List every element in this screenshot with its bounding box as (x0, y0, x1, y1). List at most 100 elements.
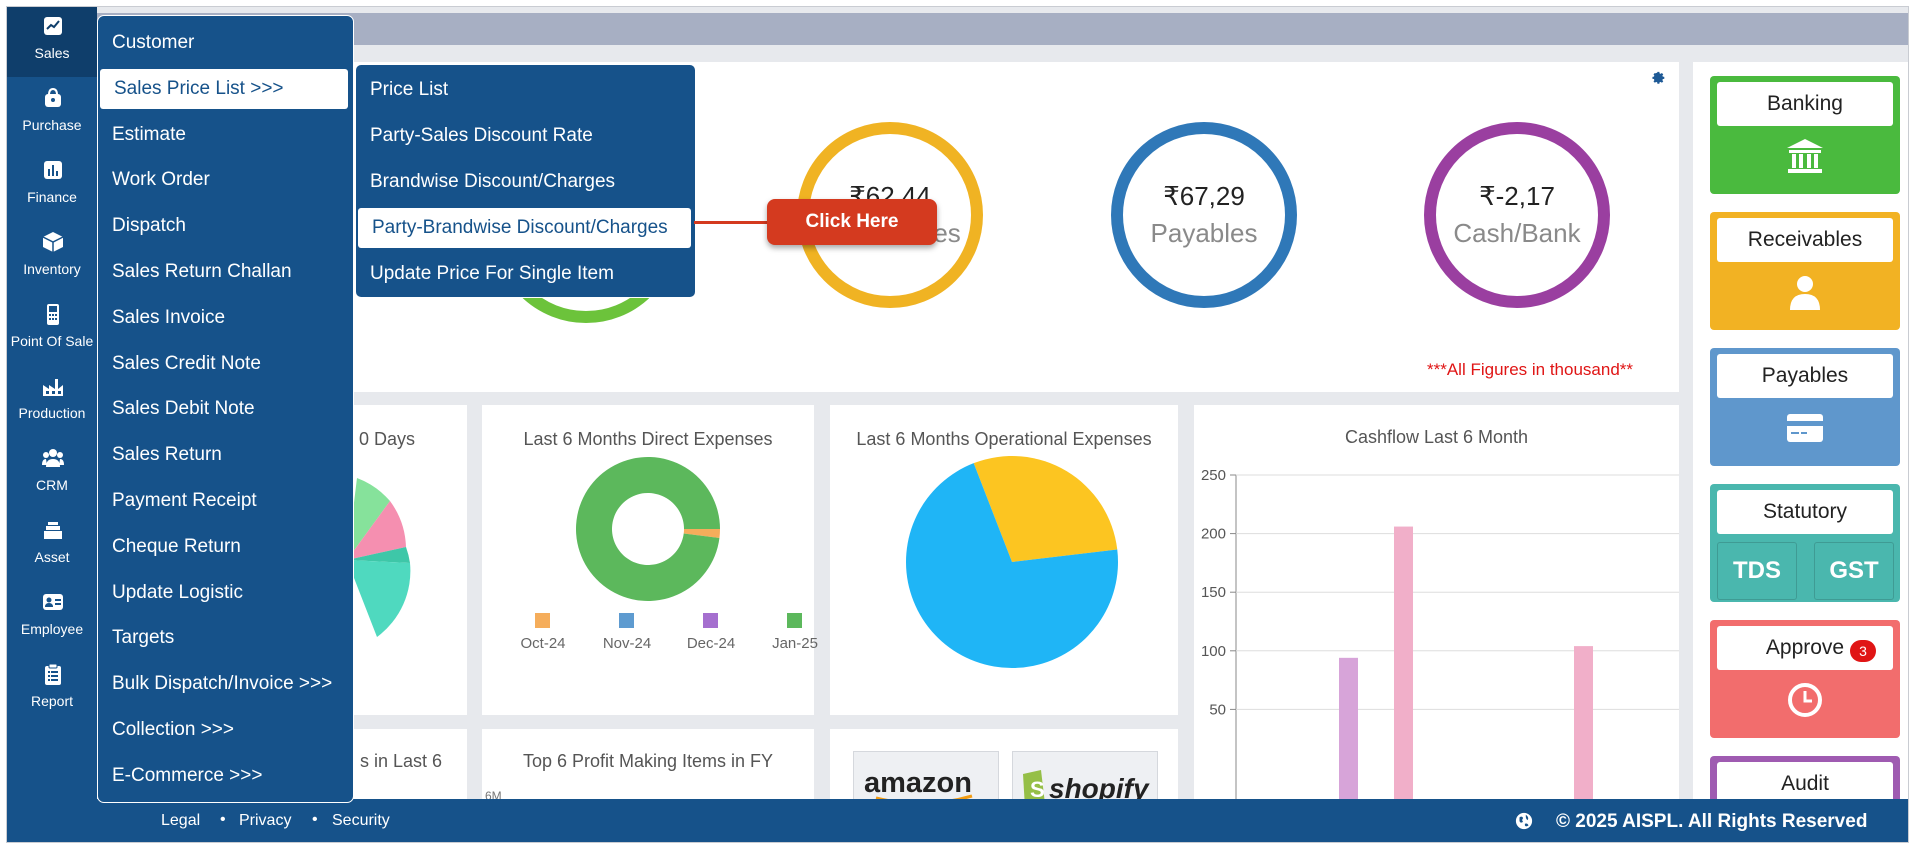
pie-slice (347, 560, 411, 637)
legend-label: Oct-24 (520, 635, 566, 652)
copyright: © 2025 AISPL. All Rights Reserved (1556, 811, 1868, 832)
ring-amount: ₹-2,17 (1479, 181, 1555, 211)
card-title: s in Last 6 (359, 751, 442, 771)
tile-payables[interactable]: Payables (1710, 348, 1900, 466)
figures-note: ***All Figures in thousand** (1427, 360, 1634, 379)
tds-button[interactable]: TDS (1717, 542, 1797, 600)
menu-item[interactable]: Sales Return Challan (112, 261, 292, 282)
y-tick-label: 50 (1209, 701, 1226, 718)
amazon-logo-icon: amazon (864, 767, 973, 805)
cashflow-bar (1339, 657, 1358, 805)
ring-label: Cash/Bank (1453, 218, 1581, 248)
menu-item[interactable]: Sales Return (112, 444, 222, 466)
security-link[interactable]: Security (332, 812, 390, 829)
nav-label: Inventory (23, 261, 81, 277)
nav-label: Production (18, 405, 86, 421)
callout-connector (694, 221, 768, 224)
menu-item[interactable]: Customer (112, 32, 195, 53)
svg-text:S: S (1030, 777, 1045, 802)
shopping-bag-icon (45, 87, 61, 107)
ring-payables[interactable]: ₹67,29 Payables (1111, 122, 1297, 308)
card-title: Top 6 Profit Making Items in FY (522, 751, 774, 771)
nav-item-sales[interactable]: Sales (7, 7, 97, 77)
tile-approve[interactable]: Approve 3 (1710, 620, 1900, 738)
gear-icon[interactable] (1649, 69, 1667, 87)
gst-button[interactable]: GST (1814, 542, 1894, 600)
legend-label: Nov-24 (602, 635, 652, 652)
app-frame: ₹62,44 Receivables ₹67,29 Payables ₹-2,1… (6, 6, 1909, 843)
pie-slice (347, 501, 406, 560)
operational-expenses-pie (906, 456, 1118, 668)
pie-slice (347, 547, 410, 563)
legend-swatch (619, 613, 634, 628)
nav-item-inventory[interactable]: Inventory (7, 223, 97, 293)
separator-dot: • (220, 811, 226, 828)
nav-label: Purchase (22, 117, 82, 133)
tile-label: Audit (1717, 762, 1893, 806)
click-here-callout: Click Here (767, 199, 937, 245)
submenu-item[interactable]: Party-Brandwise Discount/Charges (358, 208, 691, 248)
id-card-icon (43, 594, 63, 610)
tile-label: Banking (1717, 82, 1893, 126)
submenu-item[interactable]: Update Price For Single Item (370, 263, 614, 284)
approve-badge: 3 (1850, 640, 1876, 662)
pie-slice (973, 456, 1118, 562)
menu-item[interactable]: Sales Debit Note (112, 398, 255, 420)
menu-item[interactable]: Work Order (112, 169, 210, 191)
user-icon (1790, 276, 1820, 310)
users-icon (42, 449, 64, 467)
submenu-item[interactable]: Party-Sales Discount Rate (370, 125, 593, 146)
menu-item[interactable]: Sales Credit Note (112, 352, 261, 374)
cashflow-bar-chart: 250 200 150 100 50 (1201, 467, 1679, 805)
menu-item[interactable]: Sales Invoice (112, 306, 226, 328)
menu-item[interactable]: Payment Receipt (112, 490, 257, 511)
cashflow-bar (1394, 526, 1413, 805)
nav-item-purchase[interactable]: Purchase (7, 79, 97, 149)
card-cashflow: Cashflow Last 6 Month 250 200 150 100 50 (1194, 405, 1679, 805)
ring-amount: ₹67,29 (1163, 181, 1245, 211)
nav-item-report[interactable]: Report (7, 655, 97, 725)
tile-label: Approve (1717, 626, 1893, 670)
sales-price-list-submenu: Price List Party-Sales Discount Rate Brand… (355, 64, 696, 298)
menu-item[interactable]: Sales Price List >>> (100, 68, 348, 109)
menu-item[interactable]: Collection >>> (112, 719, 234, 740)
svg-text:shopify: shopify (1049, 773, 1150, 804)
nav-item-production[interactable]: Production (7, 367, 97, 437)
nav-label: Employee (20, 621, 84, 637)
legal-link[interactable]: Legal (161, 812, 201, 829)
nav-item-crm[interactable]: CRM (7, 439, 97, 509)
ring-cash-bank[interactable]: ₹-2,17 Cash/Bank (1424, 122, 1610, 308)
tile-statutory[interactable]: Statutory TDS GST (1710, 484, 1900, 602)
nav-item-point-of-sale[interactable]: Point Of Sale (7, 295, 97, 365)
nav-item-finance[interactable]: Finance (7, 151, 97, 221)
tile-banking[interactable]: Banking (1710, 76, 1900, 194)
menu-item[interactable]: Estimate (112, 123, 186, 145)
tile-label: Receivables (1717, 218, 1893, 262)
ring-label: Payables (1150, 218, 1258, 248)
menu-item[interactable]: Bulk Dispatch/Invoice >>> (112, 673, 333, 695)
menu-item[interactable]: Cheque Return (112, 535, 241, 557)
tile-label: Statutory (1717, 490, 1893, 534)
cashflow-bar (1574, 646, 1593, 805)
submenu-item[interactable]: Price List (370, 79, 449, 100)
card-operational-expenses: Last 6 Months Operational Expenses (830, 405, 1178, 715)
nav-label: Report (30, 693, 74, 709)
privacy-link[interactable]: Privacy (239, 812, 292, 829)
tile-label: Payables (1717, 354, 1893, 398)
nav-item-asset[interactable]: Asset (7, 511, 97, 581)
menu-item[interactable]: Dispatch (112, 215, 186, 237)
menu-item[interactable]: Update Logistic (112, 581, 243, 603)
menu-item[interactable]: E-Commerce >>> (112, 764, 263, 786)
nav-item-employee[interactable]: Employee (7, 583, 97, 653)
legend-label: Dec-24 (686, 635, 736, 652)
card-title: Last 6 Months Operational Expenses (856, 429, 1152, 449)
days-pie (347, 478, 411, 637)
tile-receivables[interactable]: Receivables (1710, 212, 1900, 330)
menu-item[interactable]: Targets (112, 627, 175, 649)
globe-icon[interactable] (1515, 812, 1533, 830)
y-tick-label: 100 (1201, 643, 1226, 660)
factory-icon (43, 379, 63, 396)
submenu-item[interactable]: Brandwise Discount/Charges (370, 171, 616, 192)
